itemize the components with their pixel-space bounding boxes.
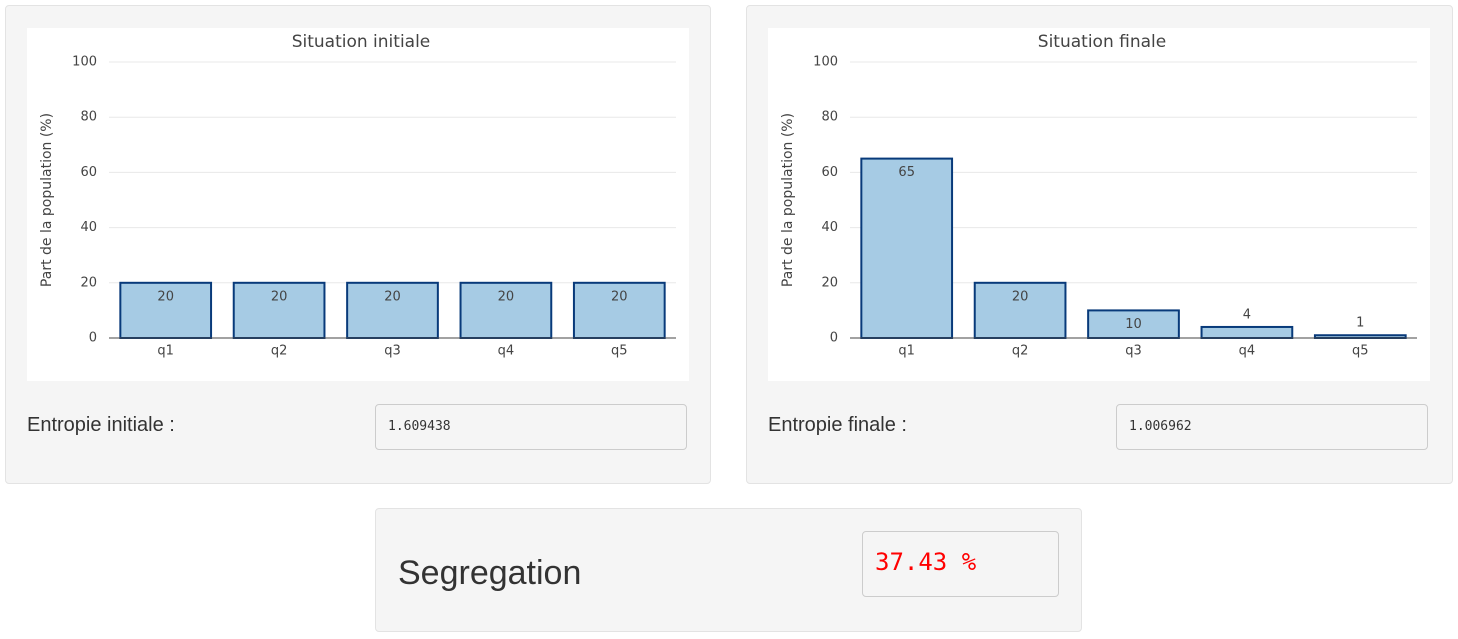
x-tick-label: q1: [157, 344, 174, 359]
y-tick-label: 20: [80, 275, 97, 290]
bar-q1: [860, 157, 954, 339]
data-label: 20: [384, 289, 401, 304]
y-axis-label: Part de la population (%): [780, 113, 796, 287]
x-tick-label: q4: [1239, 344, 1256, 359]
bar-q1: [119, 281, 213, 340]
x-tick-label: q2: [271, 344, 288, 359]
data-label: 20: [1012, 289, 1029, 304]
x-tick-label: q2: [1012, 344, 1029, 359]
y-tick-label: 60: [80, 165, 97, 180]
entropy-initial-label: Entropie initiale :: [27, 414, 175, 436]
y-tick-label: 40: [821, 220, 838, 235]
y-tick-label: 100: [813, 55, 838, 70]
bar-q5: [572, 281, 666, 340]
y-axis-label: Part de la population (%): [39, 113, 55, 287]
initial-bar-chart: Situation initiale 0 20 40 60 80 100 Part de la…: [39, 32, 676, 359]
bar-q4: [459, 281, 553, 340]
chart-title: Situation initiale: [292, 32, 431, 52]
data-label: 20: [498, 289, 515, 304]
entropy-final-label: Entropie finale :: [768, 414, 907, 436]
entropy-final-output: 1.006962: [1116, 404, 1428, 450]
x-tick-label: q4: [498, 344, 515, 359]
chart-title: Situation finale: [1038, 32, 1166, 52]
y-tick-label: 80: [821, 110, 838, 125]
segregation-panel: Segregation 37.43 %: [375, 508, 1082, 632]
y-tick-label: 20: [821, 275, 838, 290]
y-tick-label: 100: [72, 55, 97, 70]
final-bar-chart: Situation finale 0 20 40 60 80 100 Part de la p…: [780, 32, 1417, 359]
data-label: 20: [157, 289, 174, 304]
data-label: 20: [611, 289, 628, 304]
segregation-output: 37.43 %: [862, 531, 1059, 597]
y-tick-label: 0: [830, 331, 838, 346]
initial-situation-panel: Situation initiale 0 20 40 60 80 100 Part de la…: [5, 5, 711, 484]
final-chart: Situation finale 0 20 40 60 80 100 Part de la p…: [768, 28, 1430, 381]
bar-q3: [346, 281, 439, 340]
bar-q2: [973, 281, 1067, 340]
data-label: 65: [898, 165, 915, 180]
y-tick-label: 0: [89, 331, 97, 346]
x-tick-label: q5: [611, 344, 628, 359]
final-situation-panel: Situation finale 0 20 40 60 80 100 Part de la p…: [746, 5, 1453, 484]
x-tick-label: q1: [898, 344, 915, 359]
bar-q3: [1087, 309, 1180, 339]
bar-q4: [1200, 325, 1294, 339]
entropy-initial-output: 1.609438: [375, 404, 687, 450]
data-label: 20: [271, 289, 288, 304]
y-tick-label: 40: [80, 220, 97, 235]
y-tick-label: 60: [821, 165, 838, 180]
segregation-label: Segregation: [398, 554, 582, 592]
data-label: 1: [1356, 316, 1364, 331]
data-label: 10: [1125, 317, 1142, 332]
x-tick-label: q3: [1125, 344, 1142, 359]
x-tick-label: q3: [384, 344, 401, 359]
y-tick-label: 80: [80, 110, 97, 125]
initial-chart: Situation initiale 0 20 40 60 80 100 Part de la…: [27, 28, 689, 381]
data-label: 4: [1243, 307, 1251, 322]
x-tick-label: q5: [1352, 344, 1369, 359]
